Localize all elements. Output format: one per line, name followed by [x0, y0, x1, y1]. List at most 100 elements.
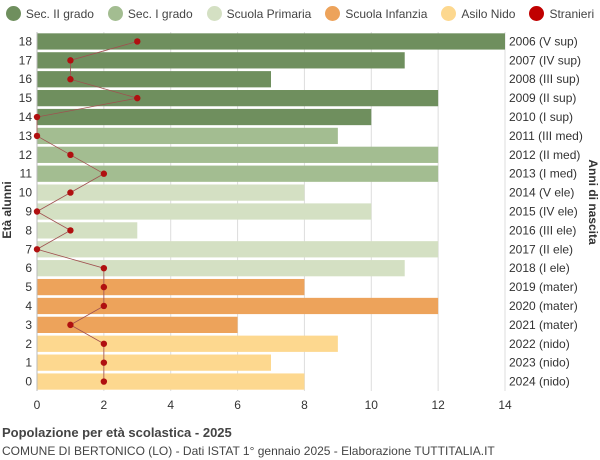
x-tick-label: 14 — [498, 398, 512, 412]
y-tick-label-birth: 2021 (mater) — [509, 318, 578, 332]
legend-label: Scuola Primaria — [226, 6, 312, 21]
stranieri-point — [100, 264, 108, 272]
y-axis-title-left: Età alunni — [0, 181, 14, 239]
y-tick-label-age: 12 — [19, 148, 33, 162]
stranieri-point — [134, 38, 141, 45]
y-tick-label-age: 3 — [25, 318, 32, 332]
y-tick-label-birth: 2017 (II ele) — [509, 242, 573, 256]
legend-item: Scuola Primaria — [206, 6, 312, 21]
y-tick-label-age: 10 — [19, 186, 33, 200]
bar — [37, 260, 405, 277]
x-tick-label: 2 — [101, 398, 108, 412]
y-tick-label-birth: 2019 (mater) — [509, 280, 578, 294]
y-tick-label-birth: 2008 (III sup) — [509, 72, 580, 86]
stranieri-point — [100, 170, 108, 177]
bar — [37, 71, 271, 88]
bar — [37, 146, 439, 163]
y-tick-label-age: 7 — [25, 242, 32, 256]
legend-item: Scuola Infanzia — [325, 6, 427, 21]
y-tick-label-birth: 2011 (III med) — [509, 129, 583, 143]
y-tick-label-age: 1 — [25, 356, 32, 370]
legend-swatch — [206, 6, 222, 21]
stranieri-point — [100, 302, 108, 310]
y-tick-label-age: 8 — [25, 223, 32, 237]
stranieri-point — [67, 76, 74, 83]
bar — [37, 90, 439, 107]
x-tick-label: 12 — [431, 398, 445, 412]
y-tick-label-birth: 2009 (II sup) — [509, 91, 576, 105]
y-tick-label-birth: 2006 (V sup) — [509, 34, 578, 48]
stranieri-point — [67, 227, 74, 234]
y-tick-label-age: 6 — [25, 261, 32, 275]
bar — [37, 354, 271, 371]
legend-label: Asilo Nido — [461, 6, 516, 21]
chart-subtitle: COMUNE DI BERTONICO (LO) - Dati ISTAT 1°… — [2, 444, 495, 458]
chart-title: Popolazione per età scolastica - 2025 — [2, 425, 232, 440]
bar — [37, 52, 405, 69]
y-tick-label-birth: 2016 (III ele) — [509, 223, 576, 237]
legend-label: Sec. I grado — [127, 6, 193, 21]
stranieri-point — [67, 321, 74, 329]
legend-swatch — [441, 6, 457, 21]
legend-label: Stranieri — [549, 6, 595, 21]
x-tick-label: 4 — [167, 398, 174, 412]
y-tick-label-age: 0 — [25, 375, 32, 389]
stranieri-point — [67, 151, 74, 159]
legend-swatch — [529, 6, 545, 21]
y-tick-label-birth: 2015 (IV ele) — [509, 205, 578, 219]
stranieri-point — [100, 340, 108, 347]
legend-swatch — [107, 6, 123, 21]
bar — [37, 241, 439, 258]
y-tick-label-age: 2 — [25, 337, 32, 351]
stranieri-point — [134, 94, 141, 102]
bar — [37, 373, 305, 390]
legend-label: Sec. II grado — [25, 6, 94, 21]
y-tick-label-age: 11 — [20, 167, 33, 181]
y-tick-label-birth: 2022 (nido) — [509, 337, 570, 351]
bar — [37, 297, 439, 315]
x-tick-label: 8 — [301, 398, 308, 412]
legend-label: Scuola Infanzia — [345, 6, 428, 21]
bar — [37, 33, 505, 50]
legend-item: Stranieri — [529, 6, 594, 21]
y-tick-label-birth: 2014 (V ele) — [509, 186, 574, 200]
y-tick-label-age: 18 — [19, 34, 33, 48]
y-tick-label-age: 15 — [19, 91, 33, 105]
legend-item: Asilo Nido — [441, 6, 515, 21]
legend-item: Sec. II grado — [5, 6, 94, 21]
stranieri-point — [33, 132, 41, 140]
x-tick-label: 0 — [34, 398, 41, 412]
stranieri-point — [67, 57, 74, 64]
y-tick-label-birth: 2018 (I ele) — [509, 261, 570, 275]
y-tick-label-birth: 2013 (I med) — [509, 167, 577, 181]
bar — [37, 203, 372, 220]
stranieri-point — [33, 113, 41, 121]
stranieri-point — [100, 378, 108, 385]
y-tick-label-age: 4 — [25, 299, 32, 313]
y-tick-label-birth: 2020 (mater) — [509, 299, 578, 313]
legend-swatch — [325, 6, 341, 21]
x-tick-label: 10 — [365, 398, 379, 412]
bar — [37, 316, 238, 333]
y-tick-label-age: 9 — [25, 205, 32, 219]
stranieri-point — [67, 189, 74, 196]
stranieri-point — [100, 359, 108, 366]
bar — [37, 278, 305, 296]
chart-legend: Sec. II grado Sec. I grado Scuola Primaria… — [0, 6, 600, 21]
y-tick-label-birth: 2007 (IV sup) — [509, 53, 581, 67]
x-tick-label: 6 — [234, 398, 241, 412]
bar — [37, 222, 138, 239]
y-tick-label-birth: 2023 (nido) — [509, 356, 570, 370]
legend-item: Sec. I grado — [107, 6, 193, 21]
y-tick-label-age: 17 — [19, 53, 33, 67]
y-tick-label-age: 13 — [19, 129, 33, 143]
bar — [37, 165, 439, 182]
y-tick-label-age: 16 — [19, 72, 33, 86]
stranieri-point — [100, 283, 108, 291]
y-tick-label-birth: 2010 (I sup) — [509, 110, 573, 124]
stranieri-point — [33, 246, 41, 253]
bar — [37, 184, 305, 201]
y-tick-label-birth: 2012 (II med) — [509, 148, 580, 162]
bar — [37, 108, 372, 126]
